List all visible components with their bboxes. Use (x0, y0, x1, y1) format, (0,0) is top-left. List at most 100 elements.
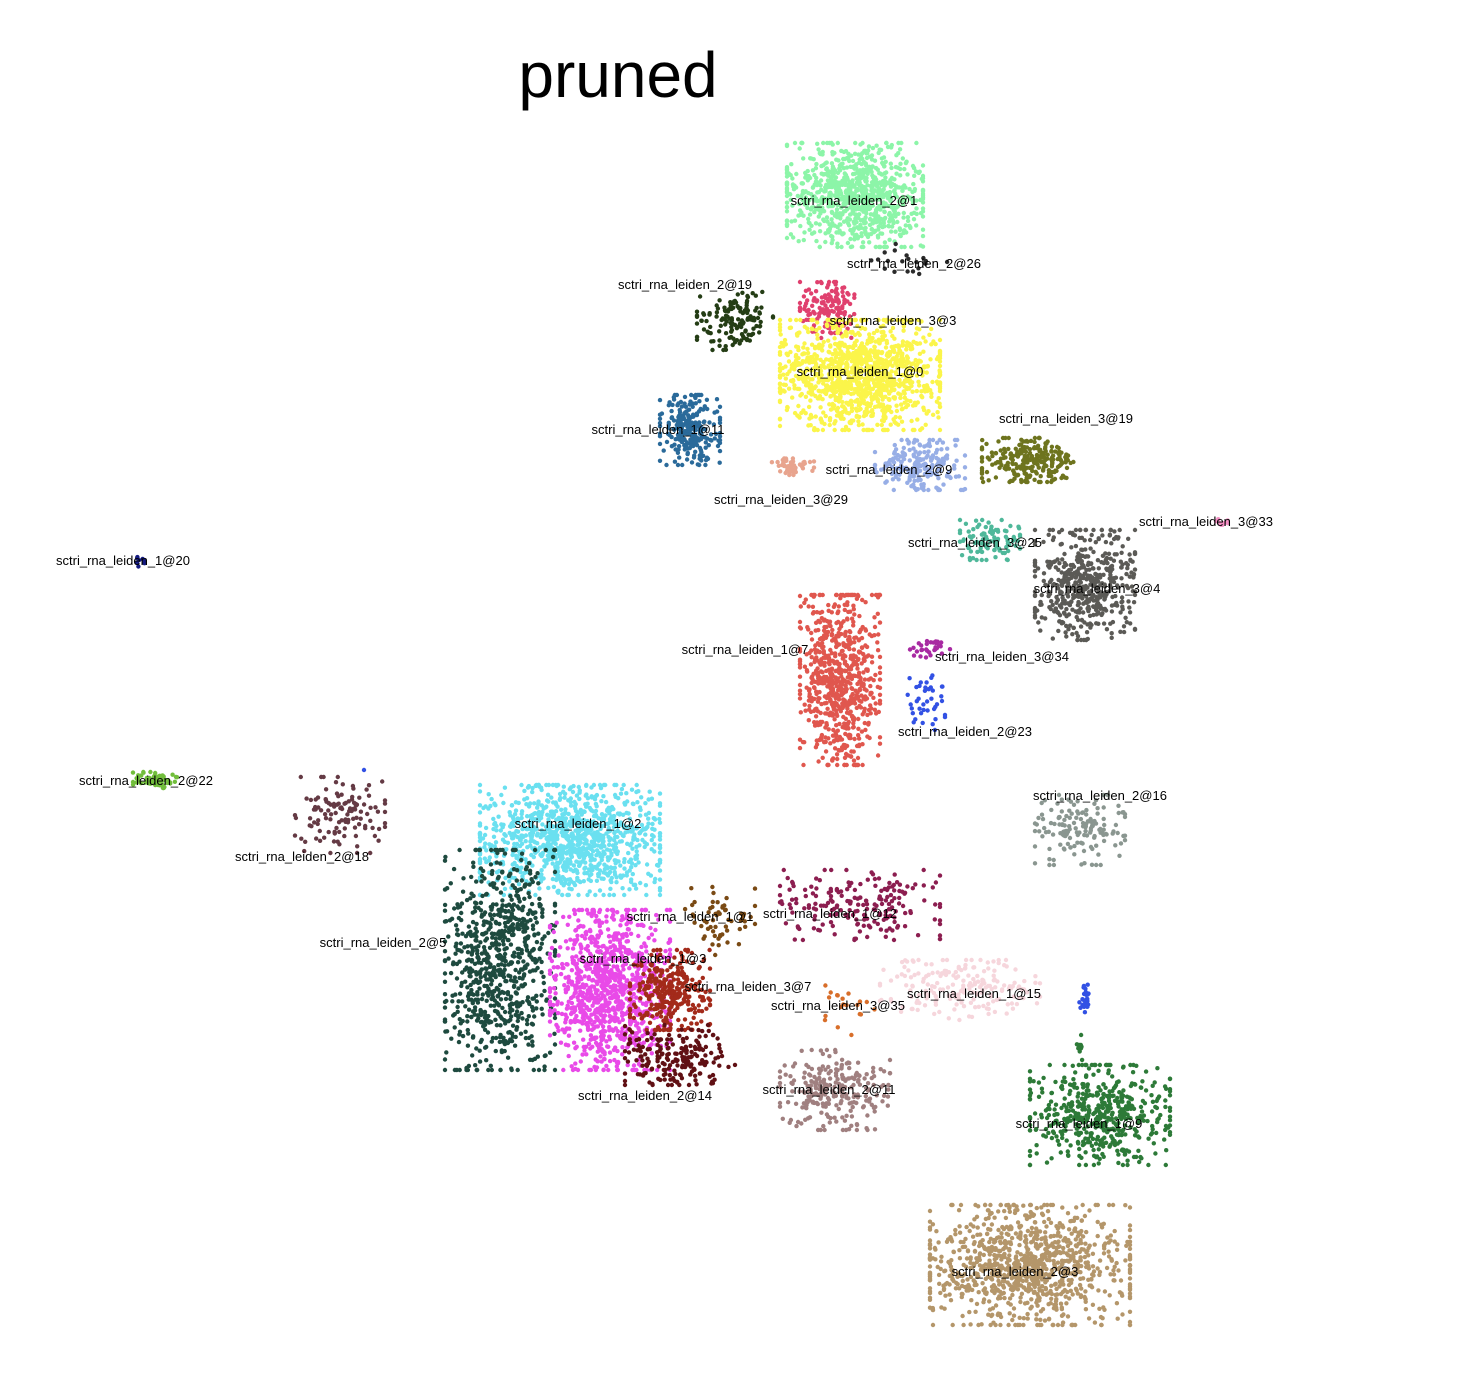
data-point (872, 624, 878, 630)
data-point (822, 628, 827, 634)
data-point (874, 143, 879, 148)
data-point (777, 362, 783, 367)
data-point (685, 451, 690, 457)
data-point (714, 303, 719, 308)
data-point (812, 230, 817, 235)
data-point (689, 437, 694, 442)
data-point (848, 754, 854, 759)
data-point (835, 241, 840, 246)
data-point (807, 703, 812, 709)
data-point (920, 179, 926, 184)
data-point (1084, 630, 1090, 635)
data-point (815, 320, 820, 325)
data-point (717, 448, 723, 454)
data-point (697, 445, 703, 451)
data-point (840, 427, 845, 433)
data-point (822, 218, 827, 224)
data-point (784, 235, 790, 241)
data-point (1088, 546, 1093, 551)
data-point (1121, 624, 1127, 629)
data-point (989, 528, 994, 533)
data-point (832, 421, 837, 426)
data-point (1062, 560, 1068, 566)
data-point (814, 238, 819, 244)
data-point (835, 756, 840, 762)
data-point (939, 684, 945, 689)
data-point (830, 757, 835, 762)
data-point (1049, 449, 1054, 454)
data-point (720, 316, 725, 321)
data-point (929, 394, 934, 399)
data-point (857, 169, 862, 174)
data-point (697, 462, 702, 468)
data-point (703, 440, 708, 445)
data-point (838, 414, 843, 420)
data-point (855, 592, 860, 598)
data-point (1061, 598, 1066, 603)
data-point (1101, 621, 1107, 626)
data-point (823, 735, 828, 740)
data-point (1034, 452, 1040, 458)
data-point (308, 797, 314, 803)
data-point (845, 617, 850, 622)
data-point (806, 627, 811, 632)
data-point (705, 329, 710, 334)
data-point (342, 826, 347, 831)
data-point (930, 379, 935, 385)
data-point (358, 816, 363, 821)
data-point (1110, 567, 1115, 572)
data-point (879, 172, 885, 177)
data-point (815, 141, 820, 146)
data-point (806, 220, 811, 225)
data-point (899, 419, 905, 424)
data-point (845, 345, 850, 351)
data-point (796, 414, 802, 419)
data-point (993, 450, 998, 456)
data-point (1083, 527, 1088, 533)
data-point (935, 486, 941, 491)
data-point (823, 239, 828, 245)
data-point (304, 796, 309, 801)
data-point (874, 217, 879, 222)
data-point (735, 292, 740, 297)
data-point (875, 181, 880, 186)
data-point (852, 234, 858, 240)
data-point (876, 337, 882, 342)
data-point (875, 640, 880, 645)
data-point (937, 427, 943, 433)
data-point (933, 639, 938, 644)
data-point (914, 140, 919, 146)
data-point (833, 638, 838, 643)
data-point (869, 413, 874, 419)
data-point (664, 462, 669, 468)
data-point (860, 140, 865, 146)
data-point (814, 327, 819, 333)
data-point (870, 427, 875, 433)
data-point (917, 358, 922, 363)
data-point (691, 455, 697, 460)
data-point (839, 357, 844, 362)
data-point (363, 823, 368, 829)
data-point (1056, 628, 1061, 634)
data-point (937, 404, 943, 409)
data-point (499, 792, 504, 798)
data-point (986, 520, 991, 525)
data-point (816, 380, 821, 385)
data-point (866, 677, 871, 682)
data-point (862, 677, 868, 682)
data-point (793, 469, 798, 475)
data-point (1128, 621, 1133, 626)
data-point (1078, 624, 1084, 629)
data-point (809, 675, 814, 680)
data-point (875, 235, 881, 240)
data-point (1093, 540, 1099, 545)
data-point (1117, 527, 1122, 533)
data-point (809, 637, 815, 642)
data-point (808, 662, 814, 667)
data-point (862, 221, 867, 226)
data-point (718, 323, 723, 328)
data-point (829, 288, 835, 294)
data-point (801, 213, 806, 218)
data-point (854, 188, 859, 193)
data-point (831, 703, 837, 708)
